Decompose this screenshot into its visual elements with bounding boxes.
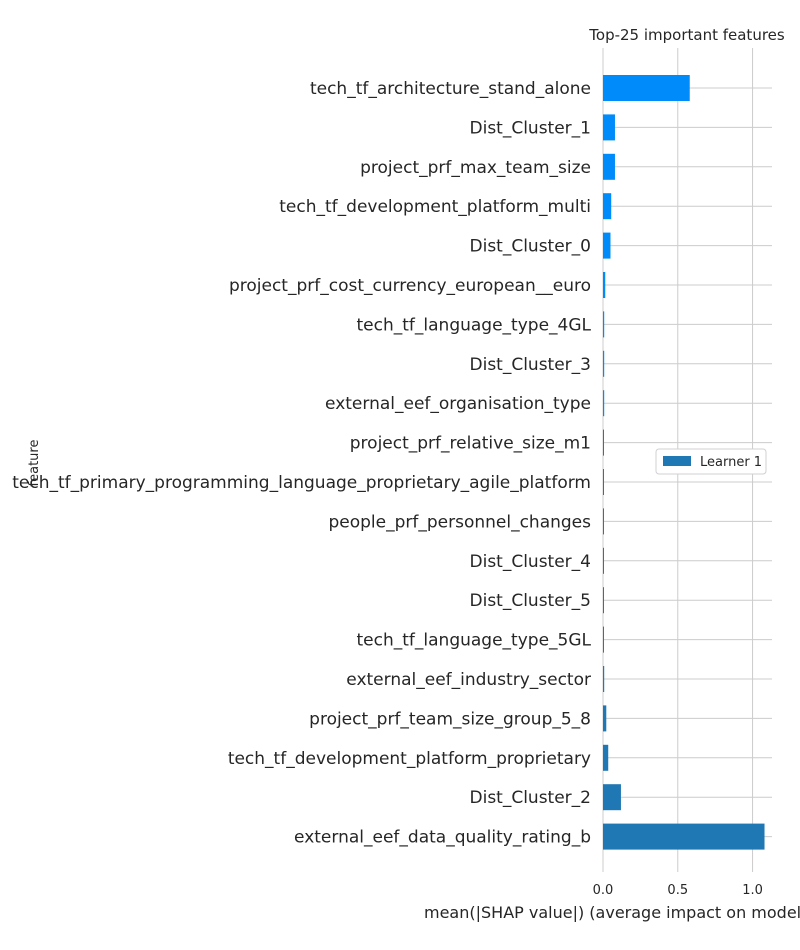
bar-dist-cluster-3 — [603, 350, 605, 377]
bar-tech-tf-primary-programming-language-proprietary-agile-platform — [603, 469, 604, 495]
x-tick-label: 1.0 — [742, 883, 763, 898]
bar-project-prf-team-size-group-5-8 — [603, 705, 607, 732]
bar-tech-tf-architecture-stand-alone — [603, 75, 690, 101]
chart-title: Top-25 important features — [588, 26, 785, 44]
category-label: tech_tf_primary_programming_language_pro… — [12, 473, 591, 493]
bar-external-eef-data-quality-rating-b — [603, 823, 765, 850]
bar-tech-tf-development-platform-multi — [603, 193, 612, 220]
bar-people-prf-personnel-changes — [603, 508, 604, 535]
bar-dist-cluster-0 — [603, 232, 611, 259]
bar-external-eef-industry-sector — [603, 666, 605, 692]
category-label: Dist_Cluster_2 — [470, 788, 592, 808]
legend-swatch — [663, 456, 691, 466]
category-label: external_eef_industry_sector — [346, 670, 591, 690]
category-label: Dist_Cluster_3 — [470, 355, 592, 375]
category-label: Dist_Cluster_4 — [470, 552, 592, 572]
category-label: tech_tf_development_platform_multi — [279, 197, 591, 217]
bar-project-prf-cost-currency-european--euro — [603, 272, 606, 298]
category-label: project_prf_team_size_group_5_8 — [309, 709, 591, 729]
category-label: external_eef_data_quality_rating_b — [294, 828, 591, 848]
category-label: tech_tf_development_platform_proprietary — [228, 749, 591, 769]
x-tick-label: 0.5 — [667, 883, 688, 898]
bar-dist-cluster-4 — [603, 547, 604, 574]
category-label: Dist_Cluster_5 — [470, 591, 592, 611]
category-labels: tech_tf_architecture_stand_alone Dist_Clu… — [12, 79, 591, 848]
bars — [603, 75, 765, 850]
y-axis-label: feature — [27, 440, 42, 487]
bar-project-prf-max-team-size — [603, 153, 615, 180]
bar-project-prf-relative-size-m1 — [603, 429, 604, 456]
category-label: external_eef_organisation_type — [325, 394, 591, 414]
bar-tech-tf-language-type-4gl — [603, 311, 605, 338]
x-axis-label: mean(|SHAP value|) (average impact on mo… — [424, 903, 800, 922]
category-label: Dist_Cluster_1 — [470, 118, 592, 138]
category-label: tech_tf_architecture_stand_alone — [310, 79, 591, 99]
bar-tech-tf-language-type-5gl — [603, 626, 604, 653]
category-label: project_prf_cost_currency_european__euro — [229, 276, 591, 296]
category-label: project_prf_max_team_size — [360, 158, 591, 178]
bar-dist-cluster-1 — [603, 114, 615, 141]
bar-dist-cluster-5 — [603, 587, 604, 614]
category-label: people_prf_personnel_changes — [328, 512, 591, 532]
category-label: tech_tf_language_type_5GL — [357, 631, 592, 651]
category-label: Dist_Cluster_0 — [470, 237, 592, 257]
bar-tech-tf-development-platform-proprietary — [603, 744, 609, 771]
category-label: tech_tf_language_type_4GL — [357, 315, 592, 335]
bar-dist-cluster-2 — [603, 784, 621, 811]
category-label: project_prf_relative_size_m1 — [350, 434, 591, 454]
bar-external-eef-organisation-type — [603, 390, 605, 417]
x-tick-labels: 0.0 0.5 1.0 — [593, 883, 763, 898]
legend-box — [655, 448, 767, 475]
x-tick-label: 0.0 — [593, 883, 614, 898]
legend: Learner 1 — [655, 448, 767, 475]
legend-entry-learner-1: Learner 1 — [700, 455, 762, 470]
